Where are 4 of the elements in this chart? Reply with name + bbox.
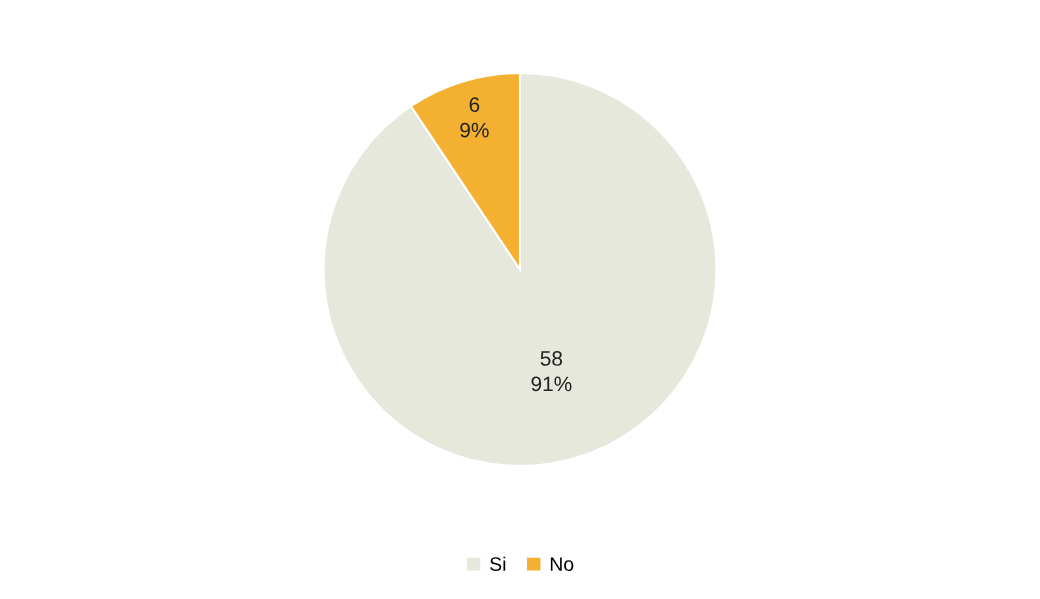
legend-label: Si [490,556,506,571]
data-label: 6 9% [460,97,489,138]
data-label: 58 91% [531,351,572,392]
legend-label: No [550,557,574,571]
